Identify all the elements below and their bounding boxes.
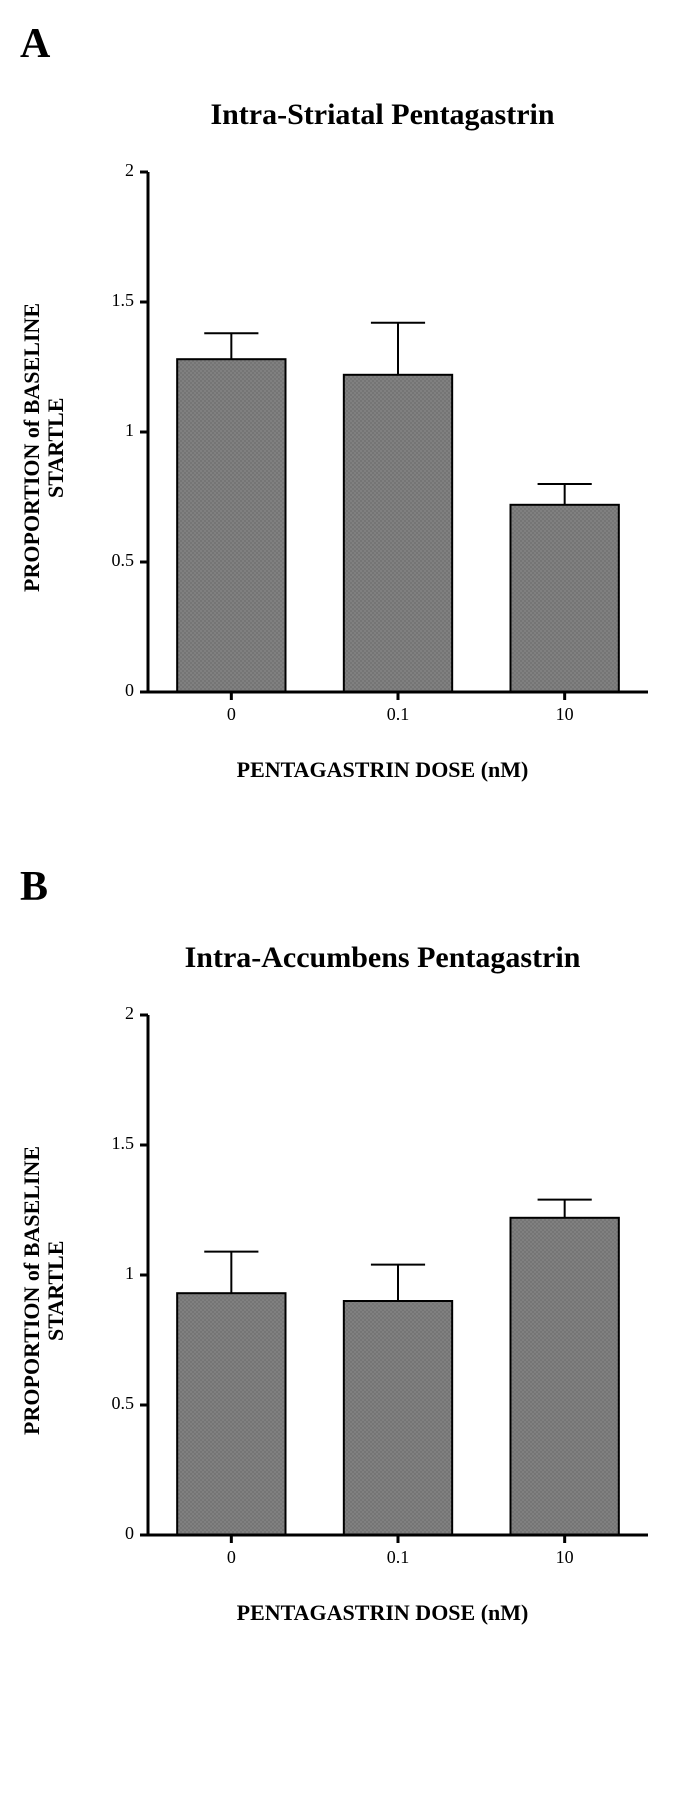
y-tick-label: 2 — [125, 160, 134, 180]
bar-chart: 0 0.5 1 1.5 2 0 0.1 10 — [78, 995, 668, 1585]
bar-chart: 0 0.5 1 1.5 2 0 0.1 10 — [78, 152, 668, 742]
bar — [511, 1218, 619, 1535]
chart-title: Intra-Accumbens Pentagastrin — [20, 941, 665, 975]
y-tick-label: 1.5 — [112, 1133, 135, 1153]
panel-a: A Intra-Striatal Pentagastrin PROPORTION… — [20, 20, 665, 783]
y-tick-label: 1 — [125, 420, 134, 440]
y-tick-label: 2 — [125, 1003, 134, 1023]
y-tick-label: 0 — [125, 1523, 134, 1543]
x-tick-label: 10 — [556, 704, 574, 724]
bar — [344, 1301, 452, 1535]
panel-label: A — [20, 20, 665, 68]
x-tick-label: 0 — [227, 1547, 236, 1567]
x-tick-label: 0.1 — [387, 1547, 410, 1567]
panel-b: B Intra-Accumbens Pentagastrin PROPORTIO… — [20, 863, 665, 1626]
x-tick-label: 0 — [227, 704, 236, 724]
bar — [178, 1293, 286, 1535]
x-axis-label: PENTAGASTRIN DOSE (nM) — [20, 1600, 665, 1626]
x-axis-label: PENTAGASTRIN DOSE (nM) — [20, 757, 665, 783]
bar — [511, 505, 619, 692]
y-axis-label: PROPORTION of BASELINESTARTLE — [20, 303, 68, 592]
bar — [178, 359, 286, 692]
x-tick-label: 0.1 — [387, 704, 410, 724]
y-tick-label: 0 — [125, 680, 134, 700]
y-tick-label: 0.5 — [112, 1393, 135, 1413]
y-tick-label: 0.5 — [112, 550, 135, 570]
panel-label: B — [20, 863, 665, 911]
y-tick-label: 1.5 — [112, 290, 135, 310]
y-tick-label: 1 — [125, 1263, 134, 1283]
x-tick-label: 10 — [556, 1547, 574, 1567]
y-axis-label: PROPORTION of BASELINESTARTLE — [20, 1146, 68, 1435]
chart-title: Intra-Striatal Pentagastrin — [20, 98, 665, 132]
bar — [344, 375, 452, 692]
